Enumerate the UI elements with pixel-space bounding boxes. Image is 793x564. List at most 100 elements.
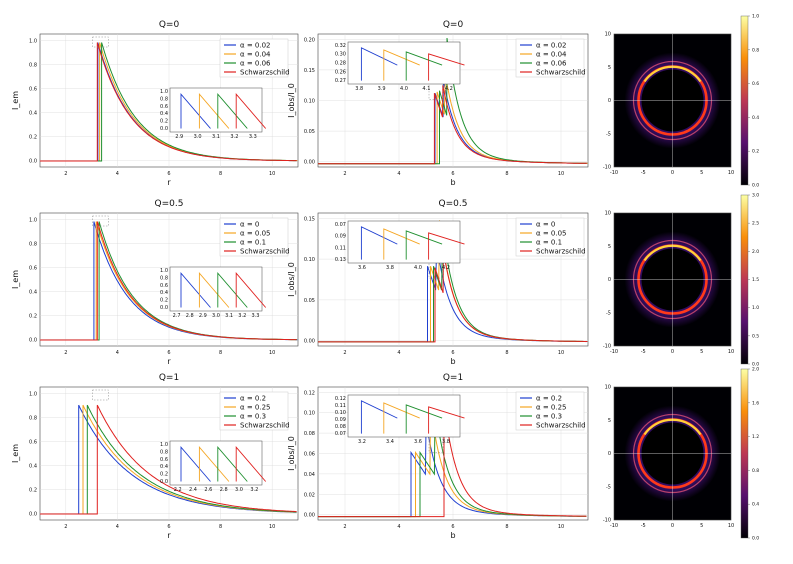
ob-r3-inset-xtick: 3.6 <box>414 439 422 445</box>
ob-r3-inset-xtick: 3.2 <box>358 439 366 445</box>
ob-r1-ylabel: I_obs/I_0 <box>287 83 296 118</box>
ob-r1-inset-xtick: 4.1 <box>422 86 430 92</box>
ob-r3-legend-label: α = 0.25 <box>536 404 567 412</box>
em-r2-legend-label: α = 0.05 <box>240 230 271 238</box>
ob-r2-inset-curve-3 <box>405 230 443 260</box>
img-r2-xtick: 0 <box>671 349 674 355</box>
ob-r2-legend-label: α = 0 <box>536 221 555 229</box>
ob-r1-inset-ytick: 0.26 <box>335 69 346 75</box>
img-r1-xtick: 0 <box>671 170 674 176</box>
img-r1-cb-tick: 0.6 <box>752 81 759 87</box>
em-r1-ytick: 0.4 <box>29 110 37 116</box>
em-r2-series-4 <box>40 221 297 341</box>
em-r3-title: Q=1 <box>159 373 179 383</box>
img-r1-ytick: 0 <box>608 98 611 104</box>
img-r2-cb-tick: 2.5 <box>752 221 759 227</box>
img-r3-ytick: 0 <box>608 451 611 457</box>
em-r1-legend-label: α = 0.02 <box>240 42 271 50</box>
ob-r1-inset-ytick: 0.32 <box>335 43 346 49</box>
img-r1-cb-tick: 0.2 <box>752 149 759 155</box>
ob-r2-inset-xtick: 4.2 <box>442 265 450 271</box>
ob-r1-inset-curve-3 <box>405 51 443 81</box>
em-r1-legend-label: α = 0.04 <box>240 51 271 59</box>
em-r3-series-4 <box>40 404 297 515</box>
ob-r1-title: Q=0 <box>443 20 464 30</box>
ob-r3-inset-curve-4 <box>428 406 465 434</box>
ob-r1-series-4 <box>318 85 587 165</box>
img-r2-xtick: 10 <box>728 349 734 355</box>
img-r1-cb-tick: 0.4 <box>752 115 759 121</box>
img-r1-ytick: -5 <box>606 131 611 137</box>
em-r2-legend-label: α = 0.1 <box>240 239 266 247</box>
em-r2-xlabel: r <box>167 357 171 366</box>
em-r1-inset-ytick: 1.0 <box>160 89 168 95</box>
ob-r3-inset-curve-3 <box>405 404 443 434</box>
ob-r3-inset-curve-1 <box>360 400 398 434</box>
ob-r3-title: Q=1 <box>443 373 463 383</box>
ob-r3-ytick: 0.08 <box>304 431 315 437</box>
ob-r1-xlabel: b <box>450 178 455 187</box>
em-r2-inset-xtick: 3.2 <box>238 313 246 319</box>
em-r3-ytick: 0.2 <box>29 487 37 493</box>
em-r1-inset-xtick: 3.0 <box>194 134 202 140</box>
ob-r2-title: Q=0.5 <box>439 199 468 209</box>
img-r3-ytick: -10 <box>603 518 611 524</box>
ob-r1-inset-ytick: 0.28 <box>335 61 346 67</box>
ob-r2-xtick: 6 <box>451 350 454 356</box>
em-r3-inset-xtick: 3.2 <box>250 487 258 493</box>
ob-r2-inset-xtick: 4.0 <box>414 265 422 271</box>
em-r1-inset-curve-3 <box>217 92 248 129</box>
ob-r3-ytick: 0.04 <box>304 472 315 478</box>
em-r3-inset-xtick: 2.6 <box>204 487 212 493</box>
img-r1-xtick: -10 <box>610 170 618 176</box>
em-r1-inset-ytick: 0.0 <box>160 126 168 132</box>
img-r1-ytick: 5 <box>608 65 611 71</box>
ob-r3-inset-curve-2 <box>383 402 420 434</box>
em-r1-title: Q=0 <box>159 20 180 30</box>
ob-r2-ytick: 0.00 <box>304 339 315 345</box>
em-r3-inset-ytick: 0.8 <box>160 449 168 455</box>
em-r2-ytick: 0.4 <box>29 289 37 295</box>
ob-r2-xtick: 10 <box>558 350 564 356</box>
ob-r1-inset-curve-2 <box>383 49 420 81</box>
em-r1-inset-ytick: 0.2 <box>160 119 168 125</box>
img-r3-ytick: 10 <box>605 385 611 391</box>
em-r3-zoom-box <box>92 389 109 401</box>
ob-r3-ytick: 0.12 <box>304 390 315 396</box>
em-r3-legend-label: Schwarzschild <box>240 422 290 430</box>
em-r1-ytick: 0.8 <box>29 63 37 69</box>
ob-r1-legend-label: α = 0.02 <box>536 42 567 50</box>
ob-r3-inset-frame <box>347 394 461 438</box>
em-r3-xtick: 10 <box>269 524 275 530</box>
em-r2-inset-ytick: 0.2 <box>160 298 168 304</box>
img-r1-xtick: 10 <box>728 170 734 176</box>
em-r1-ytick: 1.0 <box>29 39 37 45</box>
ob-r1-xtick: 2 <box>343 171 346 177</box>
em-r2-inset-xtick: 2.8 <box>186 313 194 319</box>
em-r3-legend-label: α = 0.25 <box>240 404 271 412</box>
em-r3-xtick: 6 <box>167 524 170 530</box>
em-r3-inset-ytick: 1.0 <box>160 442 168 448</box>
em-r3-xlabel: r <box>167 531 171 540</box>
em-r2-legend-label: α = 0 <box>240 221 259 229</box>
img-r3-colorbar <box>740 368 749 539</box>
em-r1-inset-curve-4 <box>235 92 267 129</box>
em-r2-zoom-box <box>92 215 109 227</box>
ob-r1-xtick: 8 <box>505 171 508 177</box>
em-r1-inset-curve-1 <box>180 92 211 129</box>
ob-r1-legend-label: α = 0.06 <box>536 60 567 68</box>
em-r2-xtick: 2 <box>64 350 67 356</box>
em-r1-inset-xtick: 3.1 <box>212 134 220 140</box>
em-r3-ytick: 0.6 <box>29 440 37 446</box>
img-r1-cb-tick: 1.0 <box>752 14 759 20</box>
img-r3-xtick: 0 <box>671 523 674 529</box>
em-r2-xtick: 6 <box>167 350 170 356</box>
img-r1-colorbar <box>740 15 749 186</box>
img-r2-cb-tick: 1.0 <box>752 305 759 311</box>
ob-r2-inset-curve-4 <box>428 232 465 260</box>
ob-r1-ytick: 0.10 <box>304 99 315 105</box>
ob-r2-inset-frame <box>347 220 461 264</box>
ob-r1-inset-ytick: 0.30 <box>335 52 346 58</box>
img-r2-cb-tick: 1.5 <box>752 277 759 283</box>
